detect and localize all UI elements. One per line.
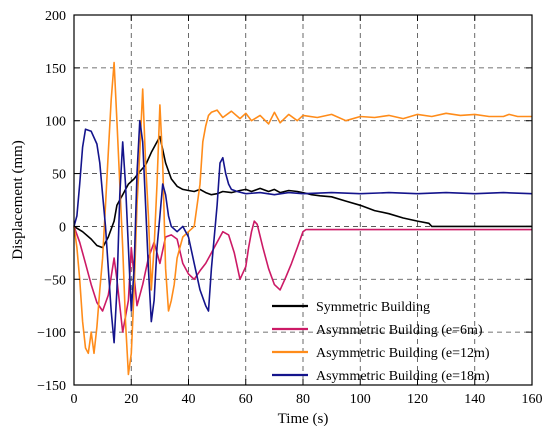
y-tick-label: 0 [59,220,66,235]
x-tick-label: 20 [124,392,138,407]
x-tick-label: 160 [522,392,543,407]
x-tick-label: 140 [464,392,485,407]
y-tick-label: −50 [44,273,66,288]
x-tick-label: 0 [71,392,78,407]
series-line-3 [73,61,532,376]
legend-label: Asymmetric Building (e=12m) [316,346,490,361]
tick-marks [73,14,533,386]
series-line-4 [73,119,533,344]
legend-label: Asymmetric Building (e=18m) [316,369,490,384]
y-tick-label: −100 [37,326,66,341]
legend: Symmetric Building Asymmetric Building (e… [272,300,490,384]
x-tick-label: 80 [296,392,310,407]
series-layer [73,61,533,376]
legend-label: Asymmetric Building (e=6m) [316,323,483,338]
tick-labels: 0 20 40 60 80 100 120 140 160 −150 −100 −50 0 50 100 15… [37,9,542,407]
x-axis-title: Time (s) [278,411,329,427]
x-tick-label: 60 [239,392,253,407]
y-tick-label: 200 [45,9,66,24]
series-line-2 [73,220,532,333]
x-tick-label: 100 [350,392,371,407]
y-tick-label: 50 [52,168,66,183]
y-tick-label: −150 [37,379,66,394]
x-tick-label: 120 [407,392,428,407]
grid [74,15,532,385]
legend-label: Symmetric Building [316,300,430,315]
y-axis-title: Displacement (mm) [10,140,26,260]
y-tick-label: 150 [45,62,66,77]
series-line-1 [73,135,532,249]
x-tick-label: 40 [182,392,196,407]
y-tick-label: 100 [45,115,66,130]
